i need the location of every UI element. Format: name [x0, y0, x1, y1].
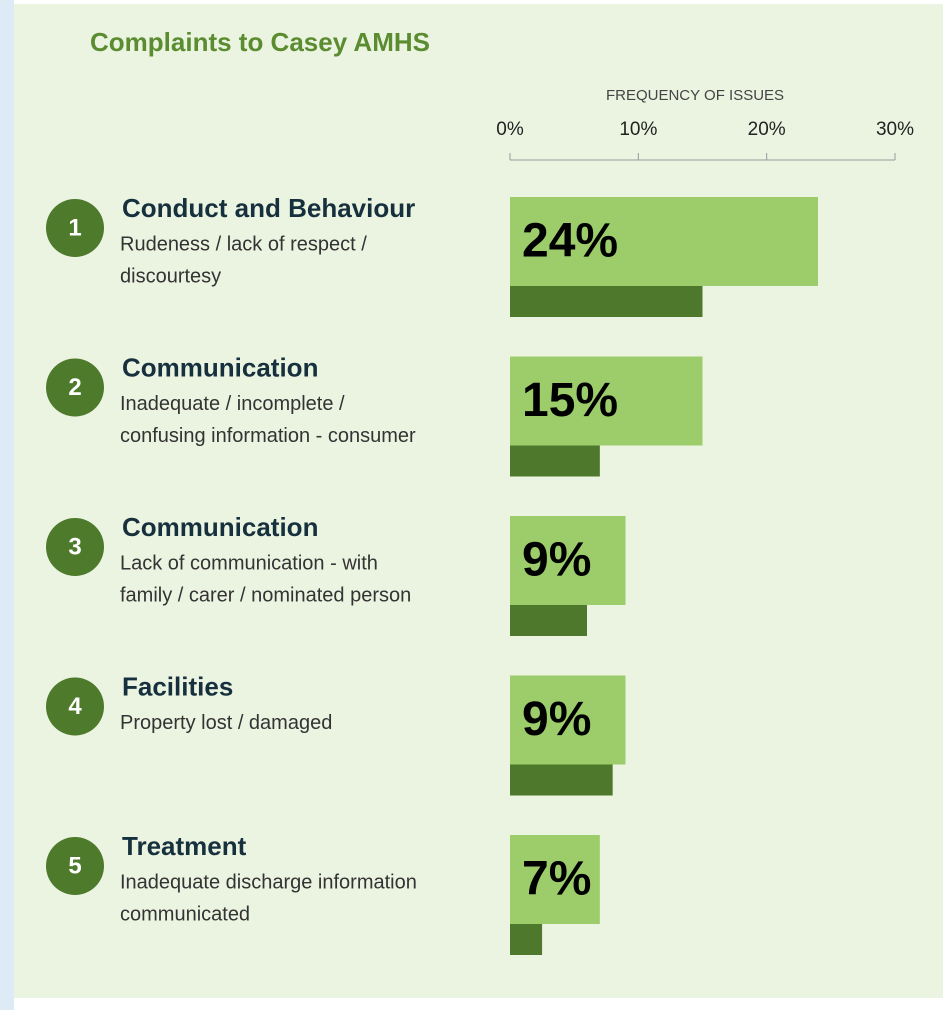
value-label: 9% [522, 534, 591, 587]
value-label: 15% [522, 374, 618, 427]
axis-label: FREQUENCY OF ISSUES [606, 87, 784, 104]
bar [510, 356, 703, 446]
side-strip [0, 0, 14, 1010]
x-tick-label: 30% [876, 119, 914, 140]
category-description: Lack of communication - with [120, 552, 378, 574]
bar-secondary [510, 605, 587, 636]
bar [510, 197, 818, 286]
category-heading: Communication [122, 512, 318, 542]
panel [14, 4, 943, 998]
rank-badge [46, 677, 104, 736]
rank-badge [46, 518, 104, 576]
category-description: communicated [120, 903, 250, 925]
rank-number: 1 [68, 214, 81, 241]
value-label: 7% [522, 853, 591, 906]
category-heading: Communication [122, 352, 318, 382]
category-description: Inadequate discharge information [120, 871, 417, 893]
category-description: discourtesy [120, 265, 221, 287]
x-tick-label: 20% [748, 119, 786, 140]
rank-badge [46, 358, 104, 417]
category-heading: Treatment [122, 831, 247, 861]
category-description: family / carer / nominated person [120, 584, 411, 606]
category-description: Inadequate / incomplete / [120, 393, 345, 415]
bar [510, 516, 626, 605]
bar-secondary [510, 764, 613, 796]
value-label: 24% [522, 215, 618, 268]
rank-number: 2 [68, 374, 81, 401]
rank-number: 3 [68, 533, 81, 560]
bar-secondary [510, 924, 543, 955]
bar [510, 835, 600, 924]
category-heading: Conduct and Behaviour [122, 193, 415, 223]
rank-badge [46, 837, 104, 895]
rank-number: 5 [68, 852, 81, 879]
bar-secondary [510, 286, 703, 317]
x-tick-label: 10% [619, 119, 657, 140]
chart-title: Complaints to Casey AMHS [90, 27, 430, 57]
category-description: Property lost / damaged [120, 712, 332, 734]
category-description: Rudeness / lack of respect / [120, 233, 367, 255]
rank-number: 4 [68, 693, 82, 720]
x-tick-label: 0% [496, 119, 524, 140]
bar-secondary [510, 445, 600, 477]
category-heading: Facilities [122, 671, 233, 701]
bar [510, 675, 626, 765]
value-label: 9% [522, 693, 591, 746]
rank-badge [46, 199, 104, 257]
category-description: confusing information - consumer [120, 425, 416, 447]
